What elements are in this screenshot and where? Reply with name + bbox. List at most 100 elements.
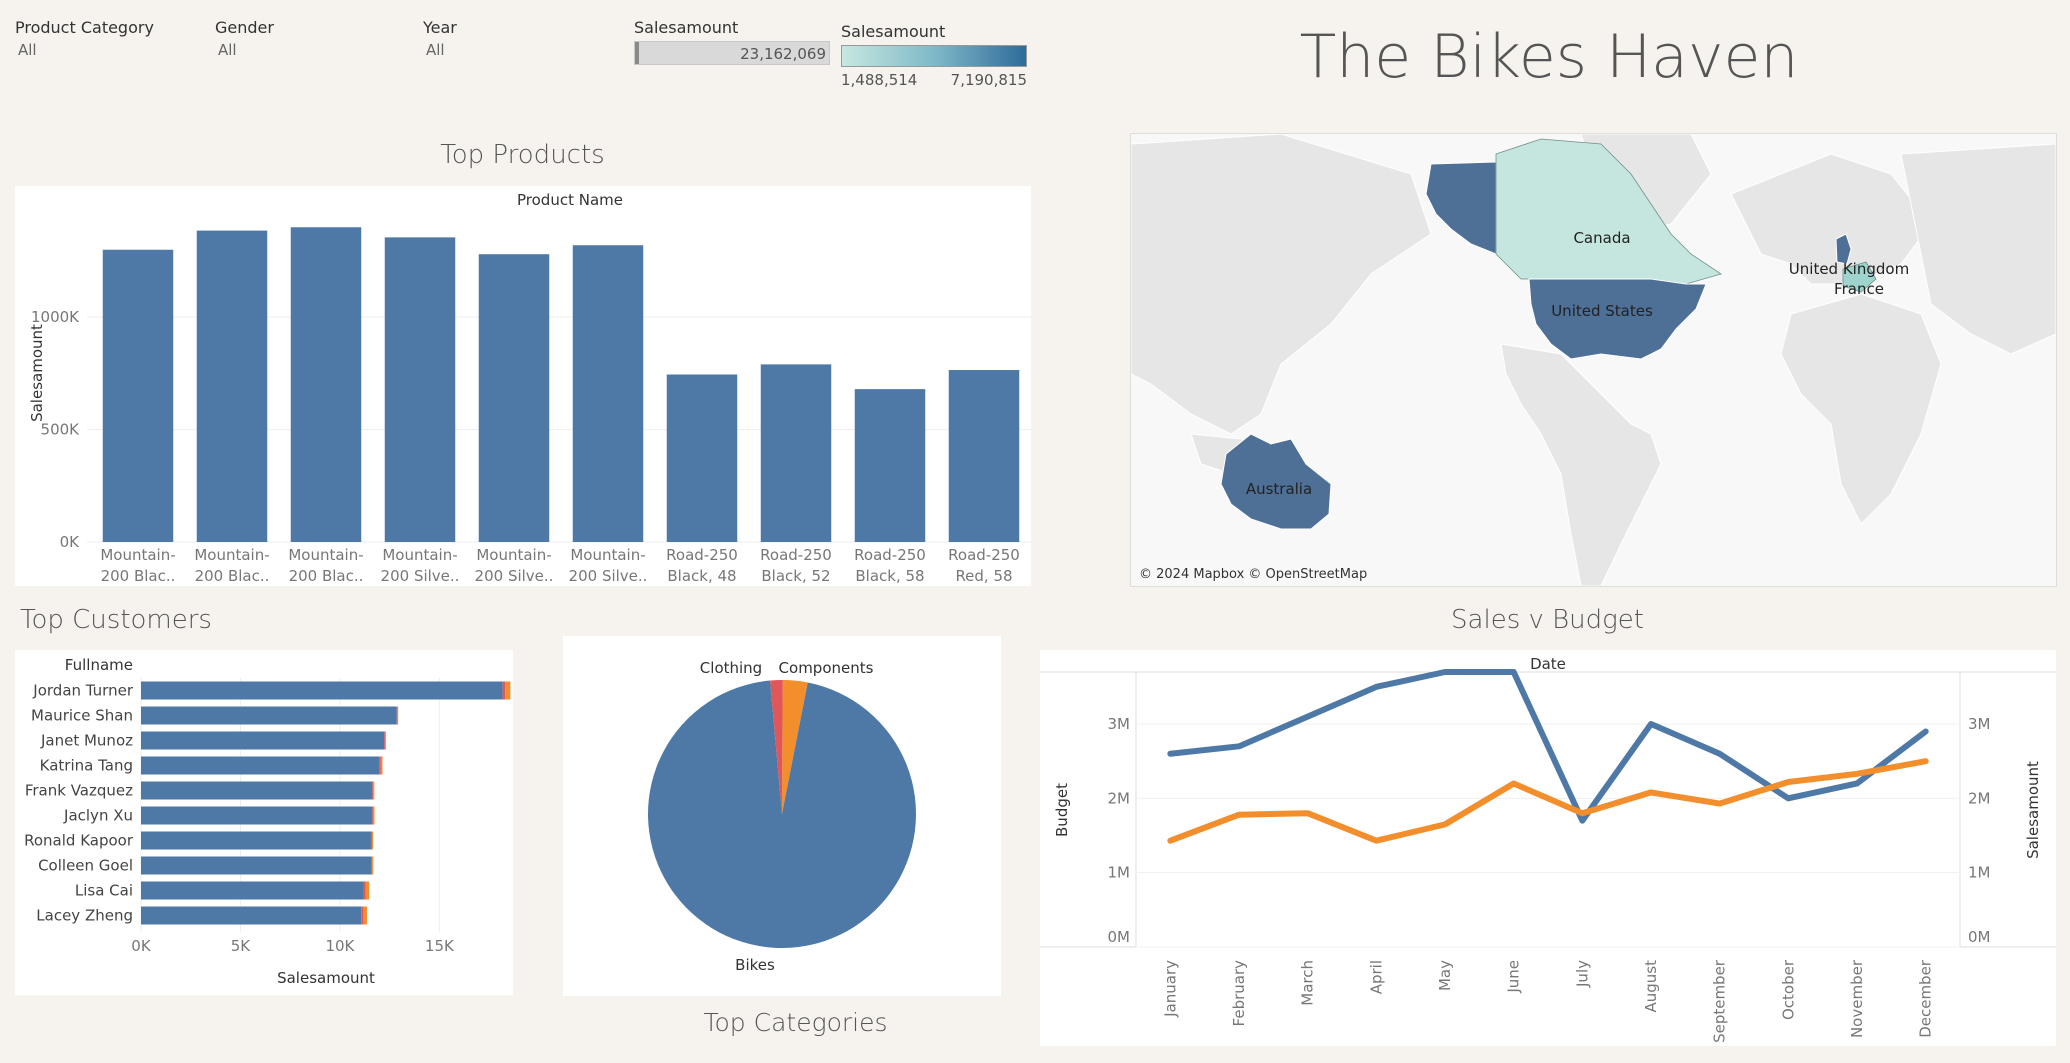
month-label: October <box>1779 959 1797 1020</box>
x-tick-label: Red, 58 <box>955 567 1012 585</box>
slider-handle[interactable] <box>635 42 639 64</box>
color-legend-label: Salesamount <box>841 22 946 41</box>
customer-name: Jordan Turner <box>32 682 134 700</box>
fullname-header: Fullname <box>65 656 133 674</box>
x-tick-label: Mountain- <box>476 546 551 564</box>
customer-bar-clothing[interactable] <box>362 881 366 900</box>
customer-bar-components[interactable] <box>372 856 374 875</box>
filter-value[interactable]: All <box>426 41 445 59</box>
customer-bar-components[interactable] <box>373 806 375 825</box>
sales-budget-title: Sales v Budget <box>1451 605 1644 635</box>
line-salesamount[interactable] <box>1167 758 1929 844</box>
pie-slice-bikes[interactable] <box>648 680 916 948</box>
x-tick-label: 5K <box>231 937 252 955</box>
x-tick-label: Black, 48 <box>667 567 736 585</box>
legend-max: 7,190,815 <box>950 71 1027 89</box>
customer-bar-clothing[interactable] <box>372 806 374 825</box>
pie-slice-components[interactable] <box>782 680 808 814</box>
filter-value[interactable]: All <box>218 41 237 59</box>
product-bar[interactable] <box>854 389 926 542</box>
customer-bar-components[interactable] <box>363 906 367 925</box>
customer-bar-bikes[interactable] <box>141 856 372 875</box>
customer-bar-bikes[interactable] <box>141 731 385 750</box>
line-budget[interactable] <box>1167 669 1929 824</box>
customer-bar-clothing[interactable] <box>361 906 364 925</box>
salesamount-filter[interactable]: Salesamount 23,162,069 <box>634 18 830 65</box>
product-bar[interactable] <box>948 370 1020 542</box>
month-label: April <box>1367 960 1385 994</box>
customer-bar-clothing[interactable] <box>396 706 398 725</box>
top-products-title: Top Products <box>440 140 605 170</box>
map-australia[interactable] <box>1220 433 1332 530</box>
y-right-tick-label: 0M <box>1968 928 1991 946</box>
product-bar[interactable] <box>666 374 738 542</box>
customer-name: Colleen Goel <box>38 857 133 875</box>
customer-bar-components[interactable] <box>397 706 399 725</box>
map-uk[interactable] <box>1835 233 1852 265</box>
product-bar[interactable] <box>760 364 832 542</box>
customer-bar-bikes[interactable] <box>141 756 380 775</box>
customer-bar-clothing[interactable] <box>502 681 506 700</box>
x-tick-label: Mountain- <box>570 546 645 564</box>
y-left-tick-label: 3M <box>1108 715 1131 733</box>
top-categories-chart: Clothing Components Bikes <box>563 636 1001 996</box>
customer-bar-components[interactable] <box>371 831 374 850</box>
filter-year[interactable]: Year All <box>423 18 457 59</box>
month-label: July <box>1573 960 1591 988</box>
y-left-tick-label: 0M <box>1108 928 1131 946</box>
filter-product-category[interactable]: Product Category All <box>15 18 154 59</box>
customer-bar-bikes[interactable] <box>141 706 397 725</box>
map-france[interactable] <box>1842 261 1877 293</box>
x-tick-label: 200 Silve.. <box>569 567 648 585</box>
world-map-svg[interactable]: Canada United States United Kingdom Fran… <box>1130 133 2057 587</box>
sales-budget-chart: Date Budget Salesamount 0M 0M 1M 1M 2M 2M 3M 3M… <box>1040 650 2056 1046</box>
customer-bar-clothing[interactable] <box>370 831 372 850</box>
product-bar[interactable] <box>478 254 550 542</box>
customer-bar-bikes[interactable] <box>141 806 373 825</box>
filter-gender[interactable]: Gender All <box>215 18 274 59</box>
customer-bar-bikes[interactable] <box>141 831 371 850</box>
month-label: March <box>1299 960 1317 1006</box>
top-categories-svg: Clothing Components Bikes <box>648 659 916 974</box>
customer-bar-components[interactable] <box>365 881 370 900</box>
product-bar[interactable] <box>290 227 362 542</box>
customer-bar-components[interactable] <box>505 681 511 700</box>
customer-bar-clothing[interactable] <box>384 731 386 750</box>
customer-bar-bikes[interactable] <box>141 781 373 800</box>
customer-bar-bikes[interactable] <box>141 881 363 900</box>
y-axis-label: Salesamount <box>28 324 46 422</box>
map-alaska[interactable] <box>1425 161 1497 255</box>
x-tick-label: 200 Silve.. <box>475 567 554 585</box>
salesamount-slider[interactable]: 23,162,069 <box>634 41 830 65</box>
legend-min: 1,488,514 <box>841 71 918 89</box>
product-bar[interactable] <box>196 230 268 542</box>
customer-bar-clothing[interactable] <box>379 756 381 775</box>
y-left-tick-label: 1M <box>1108 864 1131 882</box>
customer-bar-components[interactable] <box>380 756 383 775</box>
month-label: May <box>1436 960 1454 991</box>
top-products-chart: Product Name Salesamount 0K 500K 1000K Moun… <box>15 186 1031 586</box>
customer-bar-bikes[interactable] <box>141 906 362 925</box>
x-tick-label: Road-250 <box>760 546 832 564</box>
customer-bar-components[interactable] <box>373 781 375 800</box>
product-bar[interactable] <box>384 237 456 542</box>
map-united-states[interactable] <box>1528 278 1707 360</box>
y-axis-right-label: Salesamount <box>2024 761 2042 859</box>
top-products-svg: Product Name Salesamount 0K 500K 1000K Moun… <box>28 191 1031 585</box>
pie-label-clothing: Clothing <box>700 659 762 677</box>
map-attribution[interactable]: © 2024 Mapbox © OpenStreetMap <box>1139 567 1367 582</box>
product-bar[interactable] <box>572 245 644 542</box>
pie-slice-clothing[interactable] <box>770 680 783 814</box>
customer-bar-clothing[interactable] <box>371 856 373 875</box>
pie-label-components: Components <box>779 659 874 677</box>
customer-bar-clothing[interactable] <box>372 781 374 800</box>
customer-bar-components[interactable] <box>385 731 387 750</box>
sales-map[interactable]: Canada United States United Kingdom Fran… <box>1130 133 2057 587</box>
filter-value[interactable]: All <box>18 41 37 59</box>
customer-bar-bikes[interactable] <box>141 681 503 700</box>
product-bar[interactable] <box>102 249 174 543</box>
map-canada[interactable] <box>1495 138 1722 285</box>
y-right-tick-label: 2M <box>1968 789 1991 807</box>
customer-name: Katrina Tang <box>40 757 133 775</box>
month-label: September <box>1711 959 1729 1043</box>
